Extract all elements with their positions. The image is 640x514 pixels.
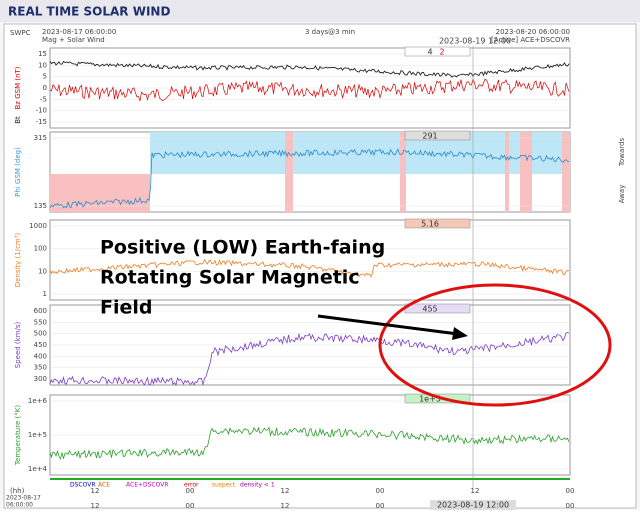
y-axis-label: Density (1/cm³)	[14, 232, 22, 287]
span: 3 days@3 min	[305, 28, 355, 36]
highlight-ellipse	[378, 283, 612, 407]
y-tick-label: 10	[38, 61, 47, 69]
readout: 2	[439, 48, 444, 57]
y-tick-label: 100	[34, 245, 47, 253]
end-time: 2023-08-20 06:00:00	[496, 28, 570, 36]
y-tick-label: 1	[43, 290, 47, 298]
legend-entry: density < 1	[240, 482, 275, 489]
trace	[49, 60, 570, 78]
x-start-date: 2023-08-17	[6, 495, 41, 502]
trace	[49, 258, 570, 278]
x-tick-label: 00	[566, 487, 575, 495]
away-band	[285, 132, 293, 212]
y-tick-label: 0	[43, 84, 47, 92]
arrow-line	[317, 314, 459, 336]
status: [Active] ACE+DSCOVR	[491, 36, 570, 44]
away-band	[400, 132, 406, 212]
side-label: Away	[618, 185, 626, 204]
x-tick-label: 00	[566, 502, 575, 510]
x-tick-label: 00	[186, 502, 195, 510]
annotation: Positive (LOW) Earth-faing Rotating Sola…	[100, 237, 612, 407]
y-tick-label: -5	[40, 95, 47, 103]
away-band	[505, 132, 509, 212]
readout-box	[404, 218, 471, 229]
legend-entry: suspect	[212, 482, 236, 489]
y-tick-label: 500	[34, 330, 47, 338]
towards-band	[150, 132, 570, 174]
trace	[49, 148, 570, 209]
y-tick-label: -15	[36, 118, 47, 126]
y-tick-label: 10	[38, 267, 47, 275]
x-start-time: 06:00:00	[6, 502, 33, 509]
legend-entry: error	[184, 482, 199, 489]
subtitle: Mag + Solar Wind	[42, 36, 105, 44]
y-tick-label: 550	[34, 318, 47, 326]
x-cursor: 2023-08-19 12:00	[437, 501, 509, 510]
y-tick-label: 350	[34, 364, 47, 372]
away-band	[520, 132, 532, 212]
x-tick-label: 12	[91, 502, 100, 510]
trace	[49, 426, 570, 460]
y-tick-label: 600	[34, 307, 47, 315]
cursor-box	[430, 500, 516, 510]
annotation-line: Positive (LOW) Earth-faing	[100, 237, 385, 259]
x-tick-label: 00	[376, 487, 385, 495]
annotation-line: Field	[100, 297, 153, 319]
x-tick-label: 00	[186, 487, 195, 495]
y-tick-label: 1e+5	[28, 431, 47, 439]
x-tick-label: 12	[471, 487, 480, 495]
trace	[49, 331, 570, 387]
y-tick-label: 400	[34, 352, 47, 360]
readout-box	[404, 46, 471, 57]
readout: 455	[422, 305, 437, 314]
y-tick-label: 1e+4	[28, 465, 48, 473]
x-tick-label: 12	[281, 502, 290, 510]
x-tick-label: 00	[376, 502, 385, 510]
y-axis-label: Phi GSM (deg)	[14, 147, 22, 197]
y-axis-label: Speed (km/s)	[14, 321, 22, 368]
y-tick-label: 5	[43, 73, 47, 81]
y-axis-label: Bt	[14, 116, 22, 124]
y-axis-label: Bz GSM (nT)	[14, 66, 22, 109]
away-band	[562, 132, 570, 212]
y-tick-label: 15	[38, 50, 47, 58]
annotation-line: Rotating Solar Magnetic	[100, 267, 360, 289]
y-tick-label: 450	[34, 341, 47, 349]
header-bar	[0, 0, 640, 22]
readout: 1e+5	[419, 395, 441, 404]
legend-entry: ACE	[98, 482, 110, 489]
x-tick-label: 12	[91, 487, 100, 495]
y-tick-label: 315	[34, 134, 47, 142]
y-tick-label: 135	[34, 202, 47, 210]
readout-box	[404, 130, 471, 141]
legend-entry: DSCOVR	[70, 482, 96, 489]
y-tick-label: 300	[34, 375, 47, 383]
readout: 5.16	[421, 220, 439, 229]
arrow-head	[452, 327, 468, 340]
cursor-time: 2023-08-19 12:00	[439, 37, 511, 46]
y-tick-label: -10	[36, 107, 47, 115]
start-time: 2023-08-17 06:00:00	[42, 28, 116, 36]
legend-entry: ACE+DSCOVR	[126, 482, 169, 489]
y-tick-label: 1e+6	[28, 397, 48, 405]
y-axis-label: Temperature (°K)	[14, 405, 22, 466]
y-tick-label: 1000	[29, 222, 47, 230]
side-label: Towards	[618, 138, 626, 168]
x-tick-label: 12	[281, 487, 290, 495]
trace	[49, 77, 570, 102]
x-unit: (hh)	[10, 487, 25, 495]
source: SWPC	[10, 29, 31, 37]
page-title: REAL TIME SOLAR WIND	[8, 5, 170, 19]
readout: 4	[427, 48, 432, 57]
readout: 291	[422, 132, 437, 141]
